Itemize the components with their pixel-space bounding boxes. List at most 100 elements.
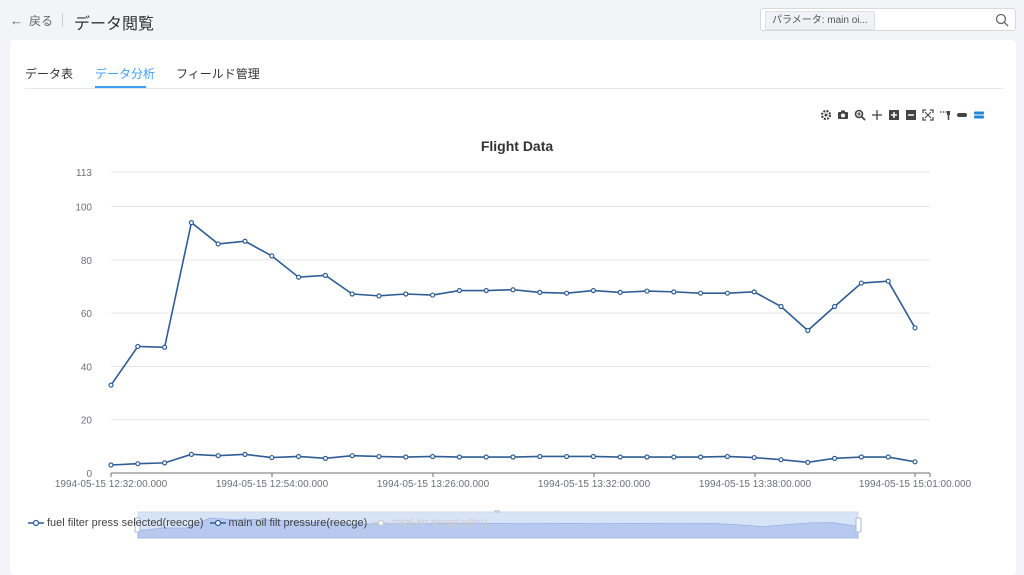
data-point — [590, 453, 597, 460]
y-tick-label: 80 — [81, 256, 93, 267]
data-point — [537, 453, 543, 460]
data-point — [296, 274, 302, 280]
legend-item-0[interactable]: fuel filter press selected(reecge) — [28, 517, 204, 529]
plus-icon[interactable] — [887, 108, 900, 121]
zoom-slider-preview — [137, 517, 859, 539]
legend-item-1[interactable]: main oil filt pressure(reecge) — [209, 517, 367, 529]
data-point — [697, 454, 704, 460]
data-point — [778, 457, 784, 463]
data-point — [296, 453, 302, 460]
data-point — [430, 453, 436, 460]
data-point — [322, 455, 328, 461]
data-point — [242, 451, 248, 457]
data-point — [805, 327, 811, 334]
data-point — [483, 287, 489, 294]
data-point — [135, 343, 141, 350]
move-icon[interactable] — [870, 108, 883, 121]
data-point — [349, 291, 355, 297]
data-point — [483, 454, 489, 460]
data-point — [403, 291, 409, 297]
chart-title: Flight Data — [481, 138, 554, 154]
x-tick-label: 1994-05-15 12:54:00.000 — [216, 479, 329, 490]
restore-icon[interactable] — [921, 108, 934, 121]
data-point — [537, 289, 543, 295]
zoom-handle-left[interactable] — [134, 517, 141, 533]
data-point — [644, 288, 650, 294]
data-point — [322, 272, 328, 278]
data-point — [644, 454, 650, 460]
data-point — [563, 453, 570, 460]
legend-line-icon — [28, 519, 44, 527]
tab-data-table[interactable]: データ表 — [25, 67, 74, 81]
data-point — [162, 344, 168, 350]
data-point — [590, 287, 597, 294]
data-point — [858, 280, 865, 286]
data-point — [724, 290, 731, 296]
data-point — [242, 238, 248, 244]
chart-toolbox — [819, 108, 985, 122]
data-point — [885, 278, 891, 284]
search-icon[interactable] — [995, 13, 1009, 27]
tab-field-management[interactable]: フィールド管理 — [176, 67, 260, 81]
data-point — [912, 459, 918, 465]
data-point — [135, 461, 141, 467]
data-point — [349, 453, 355, 459]
x-tick-label: 1994-05-15 13:26:00.000 — [377, 479, 490, 490]
data-point — [188, 451, 194, 457]
active-tab-indicator — [95, 86, 146, 88]
data-point — [563, 290, 570, 296]
legend-item-2[interactable]: total air temp(adiru) — [373, 517, 488, 529]
data-point — [671, 289, 677, 295]
data-point — [456, 287, 462, 294]
data-point — [215, 453, 221, 459]
data-point — [269, 454, 275, 461]
data-point — [108, 462, 114, 468]
data-point — [912, 325, 918, 331]
y-tick-label: 113 — [76, 168, 92, 179]
parameter-chip[interactable]: パラメータ: main oi... — [765, 11, 875, 30]
tab-bar: データ表 データ分析 フィールド管理 — [25, 60, 1003, 89]
data-point — [831, 303, 838, 310]
data-point — [885, 454, 891, 460]
zoom-handle-right[interactable] — [855, 517, 862, 533]
x-tick-label: 1994-05-15 13:32:00.000 — [538, 479, 651, 490]
y-tick-label: 60 — [81, 309, 93, 320]
data-point — [858, 454, 865, 460]
y-tick-label: 20 — [81, 416, 93, 427]
data-point — [430, 292, 436, 298]
zoom-icon[interactable] — [853, 108, 866, 121]
page-title: データ閲覧 — [74, 16, 155, 33]
data-point — [188, 220, 194, 226]
legend-label: total air temp(adiru) — [392, 517, 488, 529]
back-label: 戻る — [29, 14, 54, 28]
y-tick-label: 40 — [81, 362, 93, 373]
tab-data-analysis[interactable]: データ分析 — [95, 67, 156, 81]
data-point — [724, 453, 731, 460]
data-point — [456, 454, 462, 460]
search-input[interactable]: パラメータ: main oi... — [760, 8, 1016, 31]
brush-icon[interactable] — [938, 108, 951, 121]
layers-icon[interactable] — [972, 108, 985, 121]
camera-icon[interactable] — [836, 108, 849, 121]
data-point — [831, 455, 838, 461]
zoom-move-handle[interactable] — [494, 510, 500, 513]
data-point — [697, 290, 704, 296]
clear-icon[interactable] — [955, 108, 968, 121]
legend-line-icon — [373, 519, 390, 527]
x-tick-label: 1994-05-15 13:38:00.000 — [699, 479, 812, 490]
data-point — [269, 253, 275, 259]
minus-icon[interactable] — [904, 108, 917, 121]
y-tick-label: 100 — [75, 203, 92, 214]
back-button[interactable]: ← 戻る — [10, 12, 53, 29]
data-point — [162, 460, 168, 466]
x-tick-label: 1994-05-15 12:32:00.000 — [55, 479, 168, 490]
data-point — [778, 303, 784, 310]
series-line-1 — [110, 221, 916, 386]
legend-line-icon — [209, 519, 226, 527]
data-point — [510, 287, 516, 293]
data-point — [671, 454, 677, 460]
data-point — [215, 241, 221, 247]
gear-icon[interactable] — [819, 108, 832, 121]
data-point — [617, 454, 623, 460]
